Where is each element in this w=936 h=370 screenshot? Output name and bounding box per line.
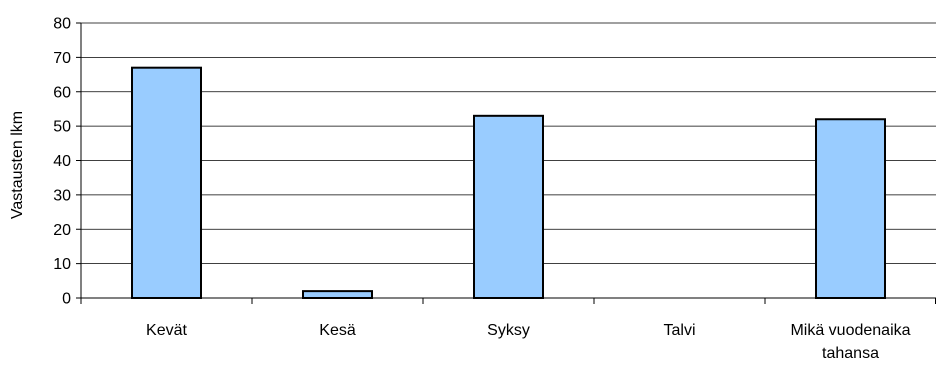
y-tick-label: 70 xyxy=(53,50,71,67)
y-tick-label: 40 xyxy=(53,153,71,170)
bar-2 xyxy=(302,290,373,299)
bar-3 xyxy=(473,114,544,299)
y-tick-label: 20 xyxy=(53,222,71,239)
bars xyxy=(131,66,886,299)
y-tick-label: 60 xyxy=(53,84,71,101)
y-tick-label: 80 xyxy=(53,16,71,33)
bar-5 xyxy=(815,118,886,299)
x-tick-label: tahansa xyxy=(822,345,879,362)
x-tick-label: Mikä vuodenaika xyxy=(790,322,910,339)
x-tick-label: Talvi xyxy=(663,322,695,339)
y-tick-label: 10 xyxy=(53,256,71,273)
y-tick-label: 0 xyxy=(62,291,71,308)
y-tick-label: 50 xyxy=(53,119,71,136)
x-tick-label: Kesä xyxy=(319,322,356,339)
x-tick-label: Kevät xyxy=(146,322,187,339)
y-axis-title: Vastausten lkm xyxy=(9,111,26,219)
labels: 0 10 20 30 40 50 60 70 80 Kevät Kesä Syksy Talvi Mikä… xyxy=(53,16,910,363)
y-tick-label: 30 xyxy=(53,187,71,204)
bar-1 xyxy=(131,66,202,299)
x-tick-label: Syksy xyxy=(487,322,530,339)
